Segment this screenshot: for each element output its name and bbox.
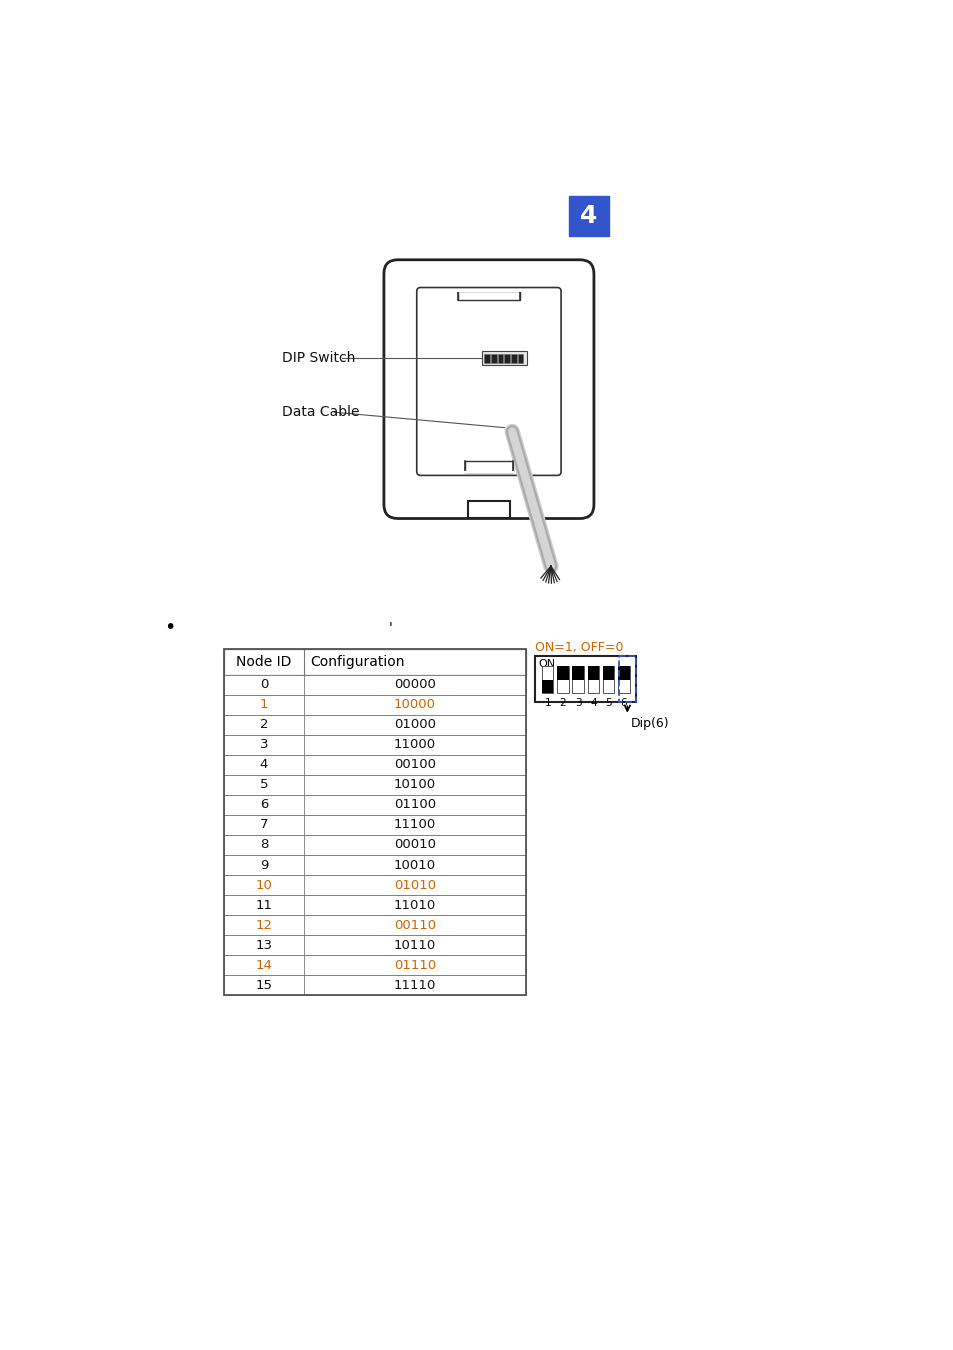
Text: 1: 1 bbox=[259, 698, 268, 711]
Bar bbox=[467, 501, 510, 518]
Text: 11110: 11110 bbox=[394, 979, 436, 992]
Text: 13: 13 bbox=[255, 938, 273, 952]
Text: 2: 2 bbox=[259, 718, 268, 732]
Text: 5: 5 bbox=[259, 779, 268, 791]
Bar bbox=[224, 855, 525, 875]
Bar bbox=[572, 667, 583, 693]
FancyBboxPatch shape bbox=[416, 288, 560, 475]
Text: Configuration: Configuration bbox=[310, 655, 404, 670]
Text: 11100: 11100 bbox=[394, 818, 436, 832]
Bar bbox=[224, 815, 525, 836]
Text: 5: 5 bbox=[605, 698, 611, 707]
Bar bbox=[224, 915, 525, 936]
Text: 4: 4 bbox=[259, 759, 268, 771]
Bar bbox=[618, 667, 629, 693]
Bar bbox=[587, 667, 598, 680]
Text: Node ID: Node ID bbox=[236, 655, 292, 670]
Text: 01100: 01100 bbox=[394, 798, 436, 811]
Bar bbox=[511, 354, 517, 363]
Bar bbox=[572, 667, 583, 680]
Text: 3: 3 bbox=[259, 738, 268, 752]
Bar bbox=[557, 667, 568, 693]
Bar bbox=[541, 667, 553, 693]
Text: 7: 7 bbox=[259, 818, 268, 832]
Text: 00110: 00110 bbox=[394, 918, 436, 932]
Text: 10010: 10010 bbox=[394, 859, 436, 872]
Text: 0: 0 bbox=[259, 678, 268, 691]
Text: 10110: 10110 bbox=[394, 938, 436, 952]
Bar bbox=[541, 680, 553, 693]
Bar bbox=[602, 667, 614, 680]
Text: 4: 4 bbox=[579, 204, 597, 228]
Bar bbox=[497, 354, 503, 363]
Text: 10000: 10000 bbox=[394, 698, 436, 711]
Text: 11: 11 bbox=[255, 899, 273, 911]
Bar bbox=[618, 656, 636, 702]
Bar bbox=[602, 667, 614, 693]
Text: 9: 9 bbox=[259, 859, 268, 872]
Text: 1: 1 bbox=[544, 698, 551, 707]
Text: •: • bbox=[164, 618, 175, 637]
Bar bbox=[224, 875, 525, 895]
Bar bbox=[457, 290, 519, 300]
Bar bbox=[517, 354, 523, 363]
Bar bbox=[587, 667, 598, 693]
Bar bbox=[224, 734, 525, 755]
Text: 14: 14 bbox=[255, 958, 272, 972]
Bar bbox=[535, 656, 636, 702]
Bar bbox=[224, 649, 525, 995]
Bar bbox=[224, 755, 525, 775]
Bar bbox=[224, 695, 525, 716]
Text: ON=1, OFF=0: ON=1, OFF=0 bbox=[535, 641, 623, 653]
Text: DIP Switch: DIP Switch bbox=[282, 351, 355, 366]
Text: ON: ON bbox=[537, 659, 555, 668]
Text: 01110: 01110 bbox=[394, 958, 436, 972]
Text: 10: 10 bbox=[255, 879, 272, 891]
Bar bbox=[504, 354, 510, 363]
FancyBboxPatch shape bbox=[383, 259, 594, 518]
Text: 12: 12 bbox=[255, 918, 273, 932]
Text: Dip(6): Dip(6) bbox=[630, 717, 668, 730]
Text: 00010: 00010 bbox=[394, 838, 436, 852]
Bar bbox=[618, 667, 629, 680]
Bar bbox=[568, 196, 608, 236]
Text: 4: 4 bbox=[590, 698, 597, 707]
Bar bbox=[224, 954, 525, 975]
Text: 6: 6 bbox=[620, 698, 626, 707]
Text: 15: 15 bbox=[255, 979, 273, 992]
Text: 01000: 01000 bbox=[394, 718, 436, 732]
Text: Data Cable: Data Cable bbox=[282, 405, 359, 420]
Bar bbox=[224, 795, 525, 815]
Bar bbox=[224, 836, 525, 855]
Text: 00100: 00100 bbox=[394, 759, 436, 771]
Text: 6: 6 bbox=[259, 798, 268, 811]
Bar bbox=[557, 667, 568, 680]
Bar bbox=[224, 975, 525, 995]
Bar bbox=[464, 460, 513, 472]
Bar bbox=[481, 351, 526, 366]
Text: 11010: 11010 bbox=[394, 899, 436, 911]
Text: 00000: 00000 bbox=[394, 678, 436, 691]
Text: 10100: 10100 bbox=[394, 779, 436, 791]
Bar bbox=[224, 675, 525, 695]
Bar bbox=[224, 775, 525, 795]
Bar bbox=[224, 936, 525, 954]
Text: 3: 3 bbox=[575, 698, 581, 707]
Text: ': ' bbox=[388, 621, 392, 634]
Bar bbox=[224, 716, 525, 734]
Bar bbox=[224, 649, 525, 675]
Text: 2: 2 bbox=[559, 698, 566, 707]
Text: 11000: 11000 bbox=[394, 738, 436, 752]
Bar bbox=[484, 354, 489, 363]
Text: 01010: 01010 bbox=[394, 879, 436, 891]
Text: 8: 8 bbox=[259, 838, 268, 852]
Bar bbox=[491, 354, 496, 363]
Bar bbox=[224, 895, 525, 915]
